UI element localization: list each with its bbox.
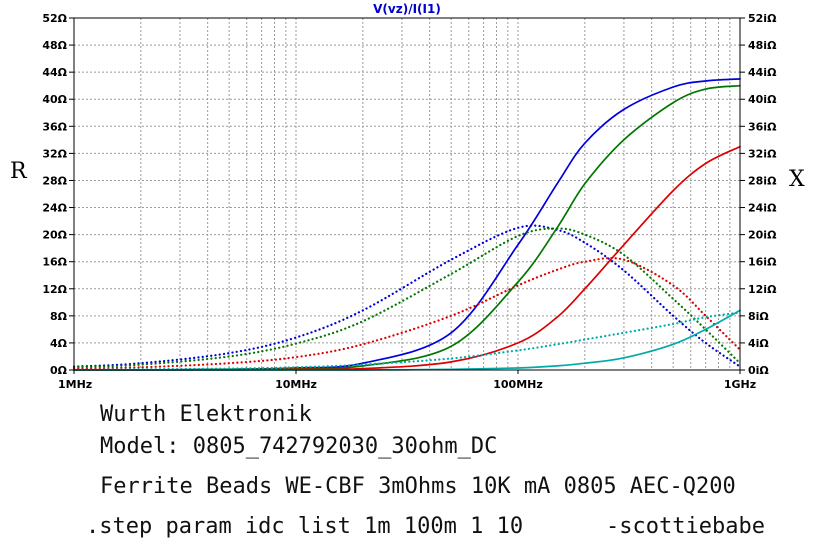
plot-area — [73, 17, 741, 371]
left-tick-label: 48Ω — [42, 39, 67, 52]
annotation-block: Wurth Elektronik Model: 0805_742792030_3… — [0, 398, 816, 550]
left-tick-label: 44Ω — [42, 66, 67, 79]
x-tick-label: 100MHz — [493, 378, 543, 391]
left-tick-label: 52Ω — [42, 12, 67, 25]
left-tick-label: 40Ω — [42, 93, 67, 106]
x-tick-label: 1GHz — [724, 378, 756, 391]
x-tick-label: 10MHz — [275, 378, 317, 391]
right-tick-label: 40iΩ — [748, 93, 777, 106]
series-line-1-dotted — [72, 224, 742, 368]
right-tick-label: 16iΩ — [748, 256, 777, 269]
right-tick-label: 36iΩ — [748, 120, 777, 133]
right-tick-label: 20iΩ — [748, 229, 777, 242]
y2-axis-label: X — [789, 167, 805, 192]
grid — [74, 18, 740, 370]
step-param-note: .step param idc list 1m 100m 1 10 — [86, 514, 524, 539]
series-group — [72, 78, 742, 372]
left-tick-label: 20Ω — [42, 229, 67, 242]
left-tick-label: 16Ω — [42, 256, 67, 269]
right-tick-label: 24iΩ — [748, 202, 777, 215]
right-tick-label: 4iΩ — [748, 337, 769, 350]
left-axis-ticks: 0Ω 4Ω 8Ω 12Ω 16Ω 20Ω 24Ω 28Ω 32Ω 36Ω 40Ω 44Ω 48Ω 52Ω — [42, 12, 74, 377]
credit-note: -scottiebabe — [606, 514, 765, 539]
x-axis-ticks: 1MHz 10MHz 100MHz 1GHz — [58, 370, 756, 391]
right-tick-label: 44iΩ — [748, 66, 777, 79]
right-tick-label: 8iΩ — [748, 310, 769, 323]
right-tick-label: 0iΩ — [748, 364, 769, 377]
left-tick-label: 12Ω — [42, 283, 67, 296]
series-line-5-dotted — [72, 256, 742, 370]
right-tick-label: 52iΩ — [748, 12, 777, 25]
vendor-note: Wurth Elektronik — [100, 402, 312, 427]
right-axis-ticks: 0iΩ 4iΩ 8iΩ 12iΩ 16iΩ 20iΩ 24iΩ 28iΩ 32iΩ 36iΩ 40i… — [740, 12, 777, 377]
series-line-7-dotted — [72, 311, 742, 372]
description-note: Ferrite Beads WE-CBF 3mOhms 10K mA 0805 … — [100, 474, 736, 499]
plot-frame — [73, 17, 741, 371]
left-tick-label: 8Ω — [50, 310, 68, 323]
right-tick-label: 12iΩ — [748, 283, 777, 296]
right-tick-label: 48iΩ — [748, 39, 777, 52]
chart-title: V(vz)/I(I1) — [373, 2, 441, 16]
right-tick-label: 32iΩ — [748, 147, 777, 160]
y-axis-label: R — [10, 159, 28, 184]
left-tick-label: 4Ω — [50, 337, 68, 350]
x-tick-label: 1MHz — [58, 378, 92, 391]
model-note: Model: 0805_742792030_30ohm_DC — [100, 434, 498, 459]
left-tick-label: 0Ω — [50, 364, 68, 377]
left-tick-label: 28Ω — [42, 174, 67, 187]
left-tick-label: 24Ω — [42, 202, 67, 215]
right-tick-label: 28iΩ — [748, 174, 777, 187]
series-line-3-dotted — [72, 227, 742, 369]
left-tick-label: 32Ω — [42, 147, 67, 160]
left-tick-label: 36Ω — [42, 120, 67, 133]
impedance-chart: 0Ω4Ω8Ω12Ω16Ω20Ω24Ω28Ω32Ω36Ω40Ω44Ω48Ω52Ω … — [10, 2, 805, 391]
